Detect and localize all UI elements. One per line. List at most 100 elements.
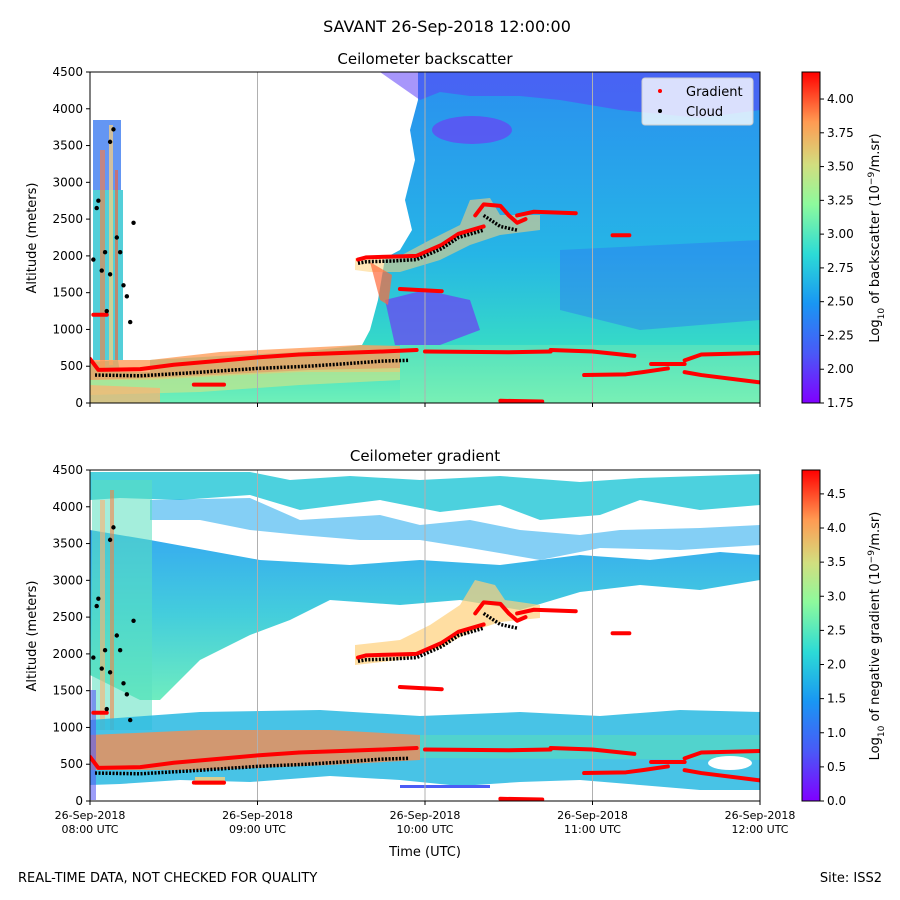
- bottom-gridlines: [257, 470, 593, 801]
- top-colorbar-ticks: 1.75 2.00 2.25 2.50 2.75 3.00 3.25 3.50 3.75 4.00: [820, 92, 854, 410]
- cloud-point: [107, 139, 113, 145]
- gradient-line: [682, 768, 760, 783]
- cloud-point: [99, 666, 104, 671]
- cloud-point: [96, 198, 101, 203]
- gradient-line: [356, 622, 486, 660]
- cloud-point: [124, 692, 130, 697]
- colorbar-tick-label: 2.25: [827, 328, 854, 342]
- bottom-surface-strip: [400, 785, 490, 788]
- cloud-point: [114, 235, 120, 240]
- colorbar-tick-label: 4.00: [827, 92, 854, 106]
- cloud-point: [111, 525, 116, 530]
- gradient-line: [582, 366, 670, 378]
- bottom-x-axis-label: Time (UTC): [388, 845, 461, 860]
- top-cloud-series: [91, 127, 518, 378]
- bottom-left-edge: [90, 690, 96, 800]
- y-tick-label: 4000: [52, 102, 83, 116]
- top-violet-blob: [432, 116, 512, 144]
- colorbar-tick-label: 4.0: [827, 521, 846, 535]
- cloud-line: [94, 756, 409, 776]
- colorbar-tick-label: 0.0: [827, 794, 846, 808]
- cloud-point: [111, 127, 116, 132]
- top-gridlines: [257, 72, 593, 403]
- cloud-point: [107, 272, 113, 277]
- colorbar-tick-label: 3.25: [827, 193, 854, 207]
- cloud-point: [104, 308, 109, 314]
- colorbar-tick-label: 1.75: [827, 396, 854, 410]
- cloud-point: [102, 648, 108, 653]
- gradient-line: [515, 607, 578, 616]
- gradient-line: [356, 224, 486, 262]
- y-tick-label: 3000: [52, 573, 83, 587]
- y-tick-label: 2000: [52, 249, 83, 263]
- x-tick-label-time: 11:00 UTC: [564, 823, 621, 836]
- top-left-streak-2: [109, 125, 113, 365]
- gradient-line: [682, 350, 760, 363]
- cloud-line: [357, 626, 485, 663]
- colorbar-tick-label: 4.5: [827, 487, 846, 501]
- colorbar-tick-label: 2.50: [827, 295, 854, 309]
- gradient-line: [90, 352, 302, 372]
- cloud-line: [357, 228, 485, 265]
- top-gradient-series: [90, 202, 760, 403]
- colorbar-tick-label: 3.0: [827, 589, 846, 603]
- top-left-streak-1: [100, 150, 105, 370]
- y-tick-label: 4500: [52, 65, 83, 79]
- gradient-line: [498, 796, 545, 801]
- top-chart-title: Ceilometer backscatter: [337, 50, 513, 68]
- cloud-point: [117, 250, 123, 255]
- x-tick-label-date: 26-Sep-2018: [55, 809, 126, 822]
- y-tick-label: 1000: [52, 322, 83, 336]
- legend-gradient-label: Gradient: [686, 85, 743, 100]
- top-colorbar: [801, 71, 821, 404]
- gradient-line: [397, 286, 444, 294]
- cloud-point: [107, 670, 113, 675]
- x-tick-label-date: 26-Sep-2018: [222, 809, 293, 822]
- top-violet-lower: [385, 290, 480, 345]
- gradient-line: [548, 746, 637, 756]
- bottom-band-top-2: [150, 498, 760, 560]
- gradient-line: [682, 748, 760, 761]
- bottom-y-axis-label: Altitude (meters): [25, 581, 40, 692]
- gradient-line: [582, 764, 670, 776]
- top-colorbar-label: Log10 of backscatter (10−9/m.sr): [867, 133, 887, 342]
- cloud-line: [94, 358, 409, 378]
- bottom-gradient-series: [90, 600, 760, 801]
- cloud-point: [117, 648, 123, 653]
- x-tick-label-time: 10:00 UTC: [396, 823, 453, 836]
- footer-site-label: Site: ISS2: [820, 871, 882, 886]
- footer-quality-note: REAL-TIME DATA, NOT CHECKED FOR QUALITY: [18, 871, 317, 886]
- top-boundary-layer-mid: [90, 368, 400, 395]
- colorbar-tick-label: 3.50: [827, 160, 854, 174]
- gradient-line: [423, 747, 553, 753]
- y-tick-label: 4000: [52, 500, 83, 514]
- colorbar-tick-label: 3.75: [827, 126, 854, 140]
- gradient-line: [473, 202, 528, 225]
- bottom-y-axis: 0 500 1000 1500 2000 2500 3000 3500 4000 4500: [52, 463, 90, 808]
- colorbar-tick-label: 3.00: [827, 227, 854, 241]
- cloud-point: [131, 220, 136, 225]
- top-surface-warm: [90, 385, 160, 403]
- x-tick-label-time: 12:00 UTC: [731, 823, 788, 836]
- colorbar-tick-label: 2.0: [827, 658, 846, 672]
- bottom-chart-title: Ceilometer gradient: [350, 447, 500, 465]
- cloud-point: [104, 706, 109, 712]
- bottom-hole: [708, 756, 752, 770]
- cloud-point: [121, 283, 126, 288]
- colorbar-tick-label: 2.00: [827, 362, 854, 376]
- y-tick-label: 1500: [52, 684, 83, 698]
- cloud-point: [91, 257, 96, 262]
- y-tick-label: 0: [75, 794, 83, 808]
- gradient-line: [297, 348, 419, 357]
- y-tick-label: 2000: [52, 647, 83, 661]
- top-y-axis-label: Altitude (meters): [25, 183, 40, 294]
- gradient-line: [297, 746, 419, 755]
- y-tick-label: 500: [60, 757, 83, 771]
- cloud-point: [102, 250, 108, 255]
- gradient-line: [498, 398, 545, 403]
- gradient-line: [682, 370, 760, 385]
- top-elevated-tail: [370, 262, 392, 305]
- bottom-colorbar: [801, 469, 821, 802]
- colorbar-tick-label: 1.5: [827, 692, 846, 706]
- top-blue-layer: [560, 240, 760, 330]
